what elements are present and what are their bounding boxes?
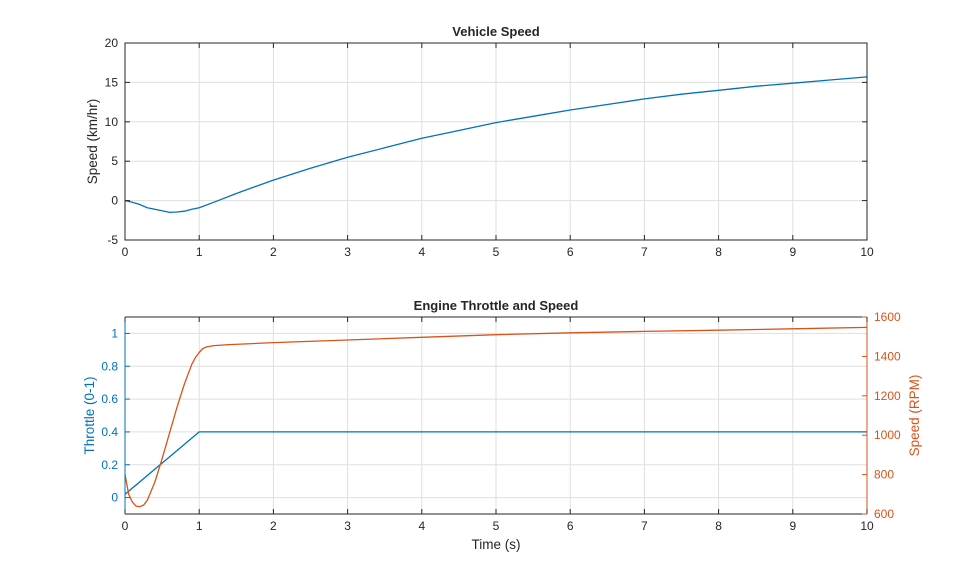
vehicle-speed-title: Vehicle Speed — [452, 24, 539, 39]
x-tick-label: 5 — [493, 245, 500, 259]
y-left-tick-label: 0.2 — [101, 458, 118, 472]
x-tick-label: 1 — [196, 245, 203, 259]
vehicle-speed-line — [124, 76, 868, 214]
y-tick-label: 0 — [111, 194, 118, 208]
engine-lines — [124, 326, 868, 508]
x-tick-label: 7 — [641, 245, 648, 259]
engine-axes: 0 1 2 3 4 5 6 7 8 9 1000.20.40.60.8160080010001200… — [82, 298, 922, 552]
y-left-tick-label: 0 — [111, 491, 118, 505]
x-tick-label: 2 — [270, 519, 277, 533]
engine-grid — [124, 317, 868, 514]
x-tick-label: 5 — [493, 519, 500, 533]
x-tick-label: 6 — [567, 245, 574, 259]
x-tick-label: 1 — [196, 519, 203, 533]
y-tick-label: -5 — [107, 233, 118, 247]
y-tick-label: 15 — [105, 75, 119, 89]
y-right-tick-label: 1200 — [874, 389, 901, 403]
x-tick-label: 10 — [860, 519, 874, 533]
y-left-tick-label: 0.6 — [101, 392, 118, 406]
vehicle-speed-axes: 0 1 2 3 4 5 6 7 8 9 10 -5 0 5 10 15 20 Vehicle Speed Spe… — [85, 24, 874, 259]
y-tick-label: 10 — [105, 115, 119, 129]
x-tick-label: 0 — [122, 519, 129, 533]
y-tick-label: 5 — [111, 154, 118, 168]
x-tick-label: 6 — [567, 519, 574, 533]
y-right-tick-label: 1400 — [874, 349, 901, 363]
x-tick-label: 4 — [418, 245, 425, 259]
throttle-ylabel: Throttle (0-1) — [82, 376, 97, 454]
throttle-line — [124, 431, 867, 495]
x-tick-label: 3 — [344, 245, 351, 259]
engine-xlabel: Time (s) — [472, 537, 521, 552]
rpm-ylabel: Speed (RPM) — [907, 375, 922, 457]
vehicle-speed-lines — [124, 76, 868, 214]
y-left-tick-label: 0.4 — [101, 425, 118, 439]
y-left-tick-label: 0.8 — [101, 359, 118, 373]
x-tick-label: 4 — [418, 519, 425, 533]
y-right-tick-label: 600 — [874, 507, 894, 521]
y-left-tick-label: 1 — [111, 326, 118, 340]
x-tick-label: 10 — [860, 245, 874, 259]
x-tick-label: 3 — [344, 519, 351, 533]
y-tick-label: 20 — [105, 36, 119, 50]
x-tick-label: 8 — [715, 519, 722, 533]
x-tick-label: 9 — [789, 519, 796, 533]
x-tick-label: 9 — [789, 245, 796, 259]
x-tick-label: 2 — [270, 245, 277, 259]
y-right-tick-label: 800 — [874, 468, 894, 482]
x-tick-label: 8 — [715, 245, 722, 259]
engine-title: Engine Throttle and Speed — [414, 298, 579, 313]
y-right-tick-label: 1600 — [874, 310, 901, 324]
engine-ticks: 0 1 2 3 4 5 6 7 8 9 1000.20.40.60.8160080010001200… — [101, 310, 901, 533]
x-tick-label: 7 — [641, 519, 648, 533]
vehicle-speed-ylabel: Speed (km/hr) — [85, 99, 100, 185]
engine-speed-line — [124, 326, 868, 508]
x-tick-label: 0 — [122, 245, 129, 259]
y-right-tick-label: 1000 — [874, 428, 901, 442]
vehicle-speed-ticks: 0 1 2 3 4 5 6 7 8 9 10 -5 0 5 10 15 20 — [105, 36, 874, 259]
